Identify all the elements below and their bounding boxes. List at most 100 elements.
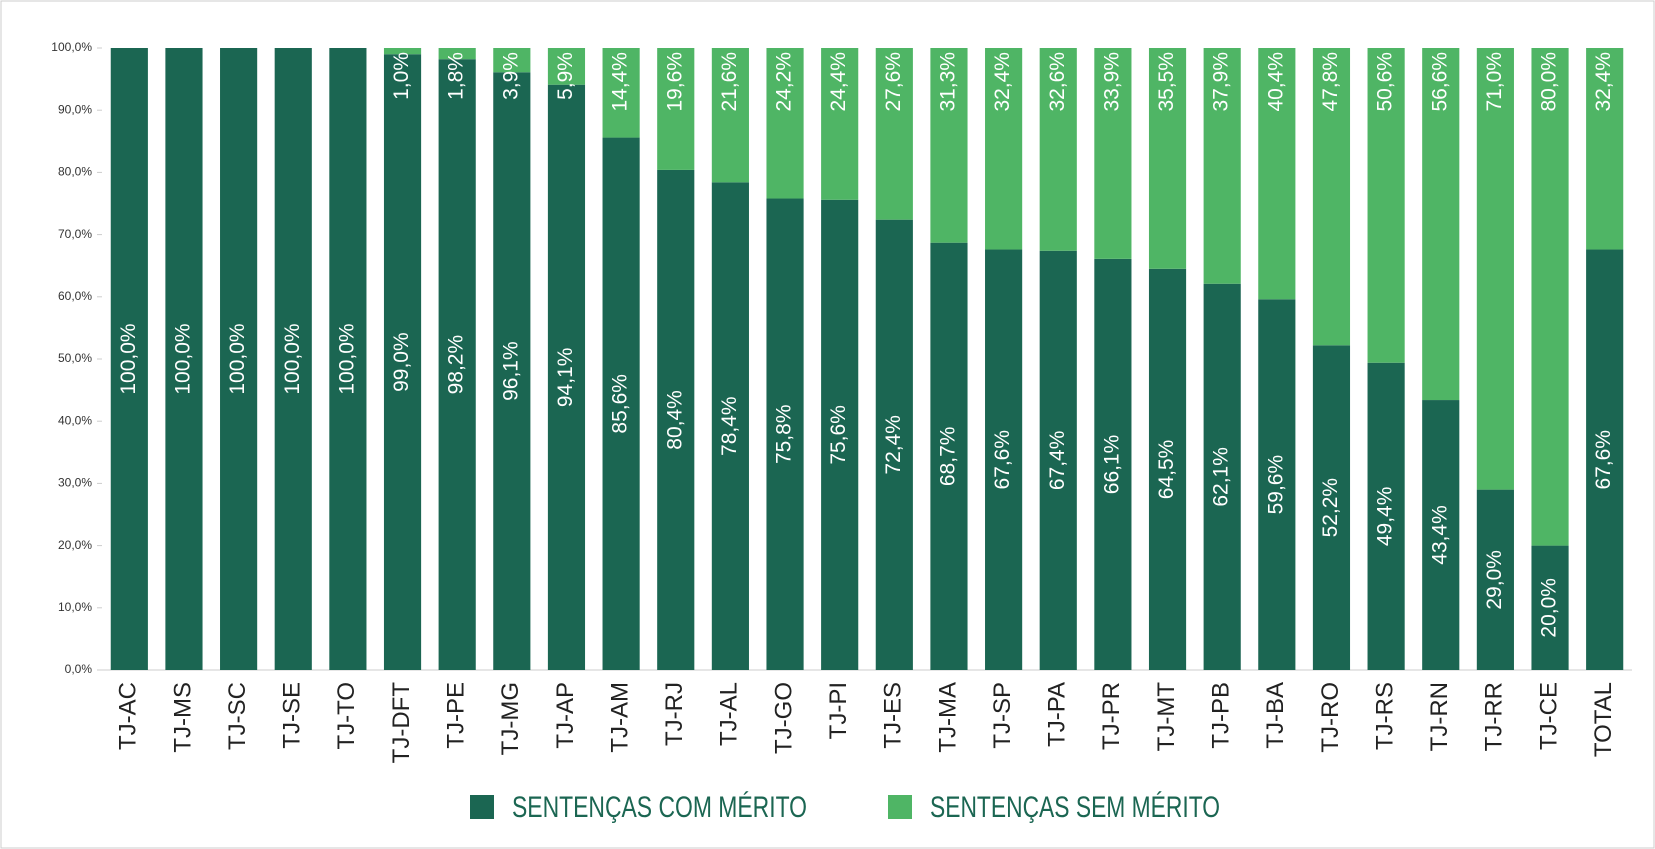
bar-segment <box>657 169 695 671</box>
legend-label: SENTENÇAS COM MÉRITO <box>512 791 807 824</box>
value-label: 32,6% <box>1046 52 1069 112</box>
value-label: 32,4% <box>1592 52 1615 112</box>
bar-segment <box>1094 258 1132 670</box>
x-tick-label: TJ-AL <box>716 682 743 746</box>
value-label: 33,9% <box>1100 52 1123 112</box>
bar-segment <box>1203 283 1241 670</box>
bar-segment <box>274 48 312 670</box>
value-label: 24,2% <box>773 52 796 112</box>
value-label: 85,6% <box>609 374 632 434</box>
value-label: 14,4% <box>609 52 632 112</box>
legend-swatch <box>888 795 912 819</box>
x-tick-label: TJ-AC <box>115 682 142 750</box>
value-label: 99,0% <box>390 332 413 392</box>
x-tick-label: TJ-GO <box>770 682 797 754</box>
value-label: 66,1% <box>1100 435 1123 495</box>
bar-segment <box>1586 48 1624 250</box>
bar-segment <box>493 72 531 671</box>
bar-segment <box>602 48 640 138</box>
value-label: 80,4% <box>663 390 686 450</box>
y-tick-label: 30,0% <box>58 476 92 490</box>
value-label: 1,8% <box>445 52 468 100</box>
bar-segment <box>711 48 749 183</box>
x-tick-label: TJ-DFT <box>388 682 415 764</box>
bar-segment <box>1312 345 1351 670</box>
bar-segment <box>602 137 640 670</box>
x-tick-label: TJ-PE <box>443 682 470 749</box>
legend-swatch <box>470 795 494 819</box>
x-tick-label: TJ-BA <box>1262 682 1289 749</box>
value-label: 56,6% <box>1428 52 1451 112</box>
value-label: 100,0% <box>172 323 195 394</box>
bar-segment <box>821 48 859 200</box>
value-label: 59,6% <box>1264 455 1287 515</box>
bar-segment <box>547 48 586 85</box>
bar-segment <box>1258 48 1296 300</box>
bar-segment <box>1531 48 1569 546</box>
value-label: 71,0% <box>1483 52 1506 112</box>
value-label: 64,5% <box>1155 440 1178 500</box>
value-label: 67,6% <box>1592 430 1615 490</box>
legend-label: SENTENÇAS SEM MÉRITO <box>930 791 1220 824</box>
bar-segment <box>985 249 1023 670</box>
value-label: 37,9% <box>1210 52 1233 112</box>
bar-segment <box>766 48 804 199</box>
bar-segment <box>1531 545 1569 670</box>
value-label: 68,7% <box>937 427 960 487</box>
value-label: 75,6% <box>827 405 850 465</box>
bar-segment <box>165 48 203 670</box>
bar-segment <box>1039 250 1077 670</box>
bar-segment <box>1148 48 1187 269</box>
bar-segment <box>821 199 859 670</box>
value-label: 5,9% <box>554 52 577 100</box>
bar-segment <box>1586 249 1624 670</box>
bar-segment <box>383 48 422 55</box>
y-tick-label: 40,0% <box>58 413 92 427</box>
value-label: 19,6% <box>663 52 686 112</box>
value-label: 35,5% <box>1155 52 1178 112</box>
y-tick-label: 90,0% <box>58 102 92 116</box>
x-tick-label: TJ-RJ <box>661 682 688 746</box>
x-tick-label: TJ-MT <box>1153 682 1180 752</box>
value-label: 62,1% <box>1210 447 1233 507</box>
bar-segment <box>110 48 148 670</box>
bar-segment <box>1094 48 1132 259</box>
bar-segment <box>1476 48 1514 490</box>
y-tick-label: 10,0% <box>58 600 92 614</box>
bar-segment <box>1203 48 1241 284</box>
value-label: 29,0% <box>1483 550 1506 610</box>
value-label: 75,8% <box>773 404 796 464</box>
value-label: 50,6% <box>1374 52 1397 112</box>
bar-segment <box>1422 400 1460 670</box>
x-tick-label: TJ-SP <box>989 682 1016 749</box>
y-tick-label: 0,0% <box>65 662 93 676</box>
value-label: 1,0% <box>390 52 413 100</box>
value-label: 80,0% <box>1538 52 1561 112</box>
bar-segment <box>1258 299 1296 670</box>
x-tick-label: TJ-MS <box>169 682 196 753</box>
x-tick-label: TJ-PB <box>1208 682 1235 749</box>
x-tick-label: TOTAL <box>1590 682 1617 757</box>
x-tick-label: TJ-RR <box>1481 682 1508 751</box>
bar-segment <box>1367 362 1405 670</box>
x-tick-label: TJ-RN <box>1426 682 1453 751</box>
bar-segment <box>1312 48 1351 346</box>
y-tick-label: 80,0% <box>58 165 92 179</box>
x-tick-label: TJ-RO <box>1317 682 1344 753</box>
bar-segment <box>1422 48 1460 401</box>
bar-segment <box>383 54 422 671</box>
bar-segment <box>329 48 367 670</box>
y-tick-label: 20,0% <box>58 538 92 552</box>
x-tick-label: TJ-PA <box>1044 682 1071 747</box>
x-tick-label: TJ-TO <box>333 682 360 750</box>
value-label: 52,2% <box>1319 478 1342 538</box>
value-label: 21,6% <box>718 52 741 112</box>
value-label: 32,4% <box>991 52 1014 112</box>
value-label: 47,8% <box>1319 52 1342 112</box>
value-label: 100,0% <box>281 323 304 394</box>
x-tick-label: TJ-PI <box>825 682 852 739</box>
bar-segment <box>220 48 258 670</box>
x-tick-label: TJ-MG <box>497 682 524 755</box>
x-tick-label: TJ-AP <box>552 682 579 749</box>
